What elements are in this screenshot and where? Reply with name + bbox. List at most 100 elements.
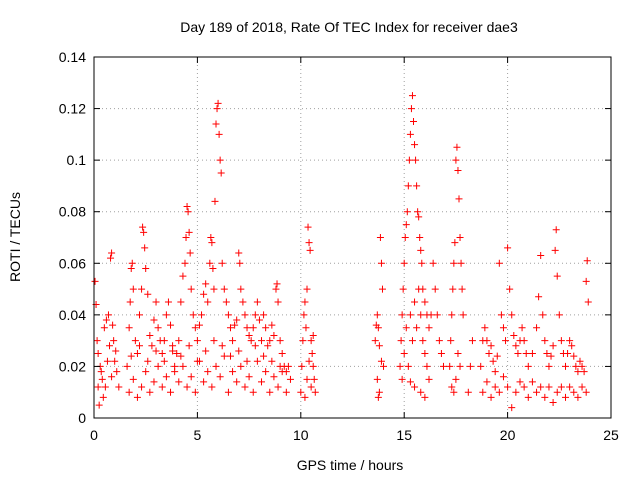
data-point [100, 324, 108, 332]
data-point [179, 272, 187, 280]
data-point [202, 347, 210, 355]
y-tick-label: 0.02 [59, 358, 86, 374]
data-point [411, 383, 419, 391]
data-point [239, 298, 247, 306]
data-point [477, 362, 485, 370]
data-point [407, 105, 415, 113]
data-point [499, 373, 507, 381]
data-point [218, 259, 226, 267]
data-point [162, 311, 170, 319]
x-axis-label: GPS time / hours [297, 457, 404, 473]
data-point [415, 285, 423, 293]
data-point [545, 383, 553, 391]
data-point [504, 244, 512, 252]
data-point [373, 311, 381, 319]
data-point [417, 246, 425, 254]
data-point [450, 259, 458, 267]
data-point [200, 378, 208, 386]
y-axis-label: ROTI / TECUs [7, 192, 23, 282]
data-point [487, 393, 495, 401]
data-point [101, 383, 109, 391]
data-point [535, 293, 543, 301]
data-point [133, 350, 141, 358]
y-tick-label: 0.06 [59, 255, 86, 271]
data-point [278, 350, 286, 358]
data-point [309, 331, 317, 339]
data-point [211, 197, 219, 205]
data-point [179, 362, 187, 370]
data-point [562, 362, 570, 370]
data-point [215, 130, 223, 138]
data-point [489, 357, 497, 365]
data-point [131, 337, 139, 345]
data-point [253, 298, 261, 306]
data-point [125, 324, 133, 332]
data-point [150, 316, 158, 324]
data-point [270, 331, 278, 339]
data-point [243, 324, 251, 332]
data-point [512, 342, 520, 350]
data-point [406, 378, 414, 386]
data-point [276, 337, 284, 345]
data-point [406, 130, 414, 138]
data-point [504, 383, 512, 391]
data-point [419, 337, 427, 345]
data-point [298, 362, 306, 370]
data-point [262, 368, 270, 376]
data-point [578, 383, 586, 391]
data-point [133, 393, 141, 401]
data-point [514, 350, 522, 358]
data-point [97, 368, 105, 376]
data-point [303, 285, 311, 293]
data-point [502, 337, 510, 345]
data-point [377, 259, 385, 267]
axis-ticks [93, 56, 612, 419]
data-point [398, 375, 406, 383]
data-point [109, 321, 117, 329]
data-point [404, 362, 412, 370]
data-point [528, 378, 536, 386]
data-point [305, 357, 313, 365]
data-point [125, 388, 133, 396]
data-point [187, 285, 195, 293]
data-point [104, 311, 112, 319]
data-point [278, 368, 286, 376]
data-point [582, 277, 590, 285]
data-point [421, 350, 429, 358]
data-point [448, 311, 456, 319]
data-point [129, 285, 137, 293]
data-point [562, 393, 570, 401]
data-point [402, 221, 410, 229]
data-point [508, 404, 516, 412]
data-point [310, 375, 318, 383]
data-point [207, 234, 215, 241]
data-point [508, 311, 516, 319]
data-point [450, 388, 458, 396]
data-point [266, 388, 274, 396]
data-point [541, 393, 549, 401]
data-point [566, 337, 574, 345]
data-point [402, 324, 410, 332]
data-point [404, 182, 412, 190]
data-point [224, 311, 232, 319]
data-point [576, 357, 584, 365]
data-point [451, 239, 459, 247]
data-point [421, 298, 429, 306]
data-point [258, 337, 266, 345]
data-point [235, 249, 243, 257]
data-point [274, 298, 282, 306]
y-tick-label: 0.14 [59, 49, 86, 65]
data-point [520, 383, 528, 391]
data-point [417, 311, 425, 319]
data-point [253, 357, 261, 365]
data-point [528, 350, 536, 358]
data-point [193, 337, 201, 345]
data-point [102, 316, 110, 324]
grid [94, 57, 611, 418]
data-point [214, 99, 222, 107]
data-point [112, 347, 120, 355]
data-point [414, 208, 422, 216]
data-point [406, 311, 414, 319]
data-point [158, 350, 166, 358]
